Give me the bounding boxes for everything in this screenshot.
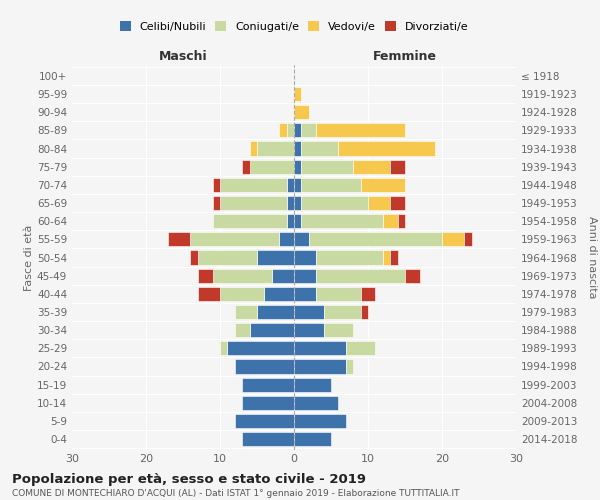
Bar (323, 305, 361, 319)
Bar (294, 142, 301, 156)
Bar (294, 250, 316, 264)
Bar (265, 286, 294, 301)
Bar (220, 196, 287, 210)
Bar (287, 196, 294, 210)
Bar (257, 250, 294, 264)
Bar (250, 323, 294, 337)
Text: Maschi: Maschi (158, 50, 208, 62)
Bar (390, 160, 405, 174)
Bar (279, 124, 287, 138)
Bar (294, 214, 301, 228)
Bar (361, 305, 368, 319)
Bar (294, 87, 301, 101)
Bar (227, 341, 294, 355)
Bar (338, 142, 434, 156)
Bar (294, 124, 301, 138)
Bar (294, 414, 346, 428)
Bar (287, 214, 294, 228)
Bar (294, 105, 309, 120)
Bar (383, 250, 390, 264)
Bar (294, 360, 346, 374)
Bar (301, 178, 361, 192)
Bar (294, 268, 316, 282)
Bar (361, 178, 405, 192)
Bar (301, 160, 353, 174)
Bar (294, 396, 338, 410)
Bar (250, 160, 294, 174)
Bar (294, 323, 323, 337)
Bar (464, 232, 472, 246)
Bar (190, 232, 279, 246)
Bar (198, 250, 257, 264)
Bar (398, 214, 405, 228)
Y-axis label: Anni di nascita: Anni di nascita (587, 216, 597, 298)
Bar (257, 142, 294, 156)
Bar (190, 250, 198, 264)
Bar (294, 232, 309, 246)
Bar (294, 341, 346, 355)
Bar (257, 305, 294, 319)
Bar (294, 196, 301, 210)
Bar (361, 286, 376, 301)
Text: COMUNE DI MONTECHIARO D'ACQUI (AL) - Dati ISTAT 1° gennaio 2019 - Elaborazione T: COMUNE DI MONTECHIARO D'ACQUI (AL) - Dat… (12, 489, 460, 498)
Bar (250, 142, 257, 156)
Bar (294, 286, 316, 301)
Bar (279, 232, 294, 246)
Bar (323, 323, 353, 337)
Bar (212, 214, 287, 228)
Bar (212, 268, 272, 282)
Bar (168, 232, 190, 246)
Bar (198, 268, 212, 282)
Bar (272, 268, 294, 282)
Bar (212, 178, 220, 192)
Bar (235, 414, 294, 428)
Bar (309, 232, 442, 246)
Text: Popolazione per età, sesso e stato civile - 2019: Popolazione per età, sesso e stato civil… (12, 472, 366, 486)
Text: Femmine: Femmine (373, 50, 437, 62)
Bar (368, 196, 390, 210)
Bar (287, 178, 294, 192)
Bar (405, 268, 420, 282)
Bar (242, 432, 294, 446)
Bar (294, 378, 331, 392)
Bar (287, 124, 294, 138)
Y-axis label: Fasce di età: Fasce di età (24, 224, 34, 290)
Bar (242, 378, 294, 392)
Bar (346, 360, 353, 374)
Bar (294, 432, 331, 446)
Bar (301, 214, 383, 228)
Bar (198, 286, 220, 301)
Bar (316, 250, 383, 264)
Bar (220, 178, 287, 192)
Bar (383, 214, 398, 228)
Bar (442, 232, 464, 246)
Bar (235, 360, 294, 374)
Bar (235, 305, 257, 319)
Bar (390, 250, 398, 264)
Bar (294, 305, 323, 319)
Bar (316, 286, 361, 301)
Bar (242, 396, 294, 410)
Bar (301, 124, 316, 138)
Legend: Celibi/Nubili, Coniugati/e, Vedovi/e, Divorziati/e: Celibi/Nubili, Coniugati/e, Vedovi/e, Di… (115, 16, 473, 36)
Bar (316, 268, 405, 282)
Bar (301, 196, 368, 210)
Bar (294, 160, 301, 174)
Bar (294, 178, 301, 192)
Bar (390, 196, 405, 210)
Bar (212, 196, 220, 210)
Bar (353, 160, 390, 174)
Bar (220, 286, 265, 301)
Bar (220, 341, 227, 355)
Bar (242, 160, 250, 174)
Bar (301, 142, 338, 156)
Bar (235, 323, 250, 337)
Bar (346, 341, 376, 355)
Bar (316, 124, 405, 138)
